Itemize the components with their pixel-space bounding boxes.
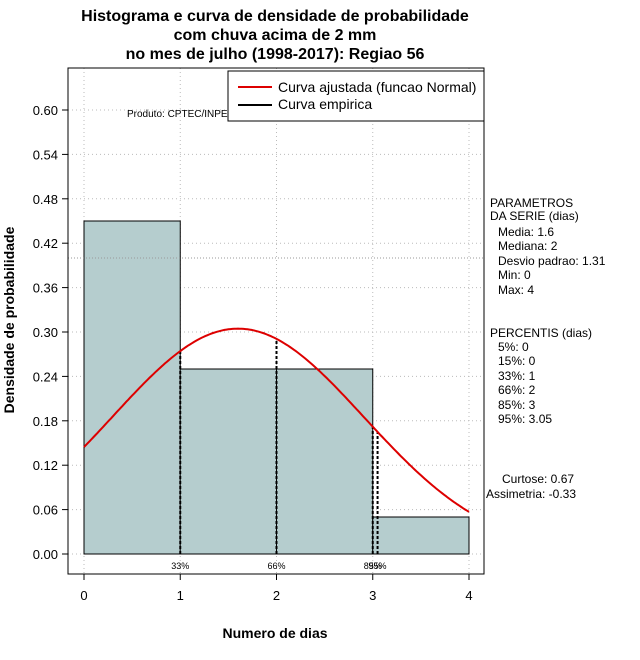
percentil-66: 66%: 2	[498, 383, 536, 397]
y-tick-label: 0.48	[33, 192, 58, 207]
parametros-heading-2: DA SERIE (dias)	[490, 209, 579, 223]
y-axis-title: Densidade de probabilidade	[1, 226, 17, 413]
y-tick-label: 0.00	[33, 547, 58, 562]
normal-curve	[83, 327, 470, 513]
percentil-5: 5%: 0	[498, 340, 529, 354]
chart-title-line-3: no mes de julho (1998-2017): Regiao 56	[126, 46, 425, 63]
percentile-label: 95%	[369, 561, 387, 571]
legend-label-normal: Curva ajustada (funcao Normal)	[278, 79, 476, 95]
credit-label: Produto: CPTEC/INPE	[127, 109, 228, 120]
stat-media: Media: 1.6	[498, 225, 554, 239]
y-tick-label: 0.42	[33, 236, 58, 251]
percentil-95: 95%: 3.05	[498, 412, 552, 426]
percentil-15: 15%: 0	[498, 354, 536, 368]
chart-title-line-1: Histograma e curva de densidade de proba…	[81, 8, 469, 25]
stat-desvio: Desvio padrao: 1.31	[498, 254, 606, 268]
y-tick-label: 0.12	[33, 458, 58, 473]
percentile-label: 85%	[364, 561, 382, 571]
histogram-bar	[372, 516, 470, 555]
x-axis-title: Numero de dias	[222, 625, 327, 641]
y-tick-label: 0.36	[33, 281, 58, 296]
chart-title-line-2: com chuva acima de 2 mm	[174, 27, 377, 44]
x-tick-label: 2	[273, 588, 280, 603]
x-tick-label: 0	[80, 588, 87, 603]
legend: Curva ajustada (funcao Normal) Curva emp…	[227, 70, 485, 122]
percentil-85: 85%: 3	[498, 398, 536, 412]
percentile-lines: 33% 66% 85%95%	[171, 338, 387, 571]
parametros-heading-1: PARAMETROS	[490, 196, 573, 210]
stat-mediana: Mediana: 2	[498, 239, 558, 253]
x-tick-label: 1	[177, 588, 184, 603]
percentile-label: 33%	[171, 561, 189, 571]
y-tick-label: 0.60	[33, 103, 58, 118]
normal-curve-group	[83, 327, 470, 513]
stat-assimetria: Assimetria: -0.33	[486, 487, 576, 501]
histogram-bars	[83, 220, 470, 555]
percentis-heading: PERCENTIS (dias)	[490, 326, 592, 340]
histogram-bar	[83, 220, 181, 555]
percentile-label: 66%	[267, 561, 285, 571]
y-tick-label: 0.18	[33, 414, 58, 429]
percentil-33: 33%: 1	[498, 369, 536, 383]
legend-box	[227, 70, 485, 122]
y-tick-label: 0.06	[33, 503, 58, 518]
stats-panel: PARAMETROS DA SERIE (dias) Media: 1.6 Me…	[486, 196, 606, 501]
histogram-bar	[179, 368, 277, 555]
y-tick-label: 0.24	[33, 369, 58, 384]
x-tick-label: 3	[369, 588, 376, 603]
histogram-bar	[276, 368, 374, 555]
stat-min: Min: 0	[498, 268, 531, 282]
stat-curtose: Curtose: 0.67	[502, 472, 574, 486]
x-tick-label: 4	[465, 588, 472, 603]
y-tick-label: 0.30	[33, 325, 58, 340]
stat-max: Max: 4	[498, 283, 534, 297]
y-tick-label: 0.54	[33, 147, 58, 162]
legend-label-empirical: Curva empirica	[278, 96, 372, 112]
axes: 0 1 2 3 4 0.00 0.06 0.12 0.18 0.24 0.30 0.36 0.42 0.4…	[33, 67, 485, 603]
